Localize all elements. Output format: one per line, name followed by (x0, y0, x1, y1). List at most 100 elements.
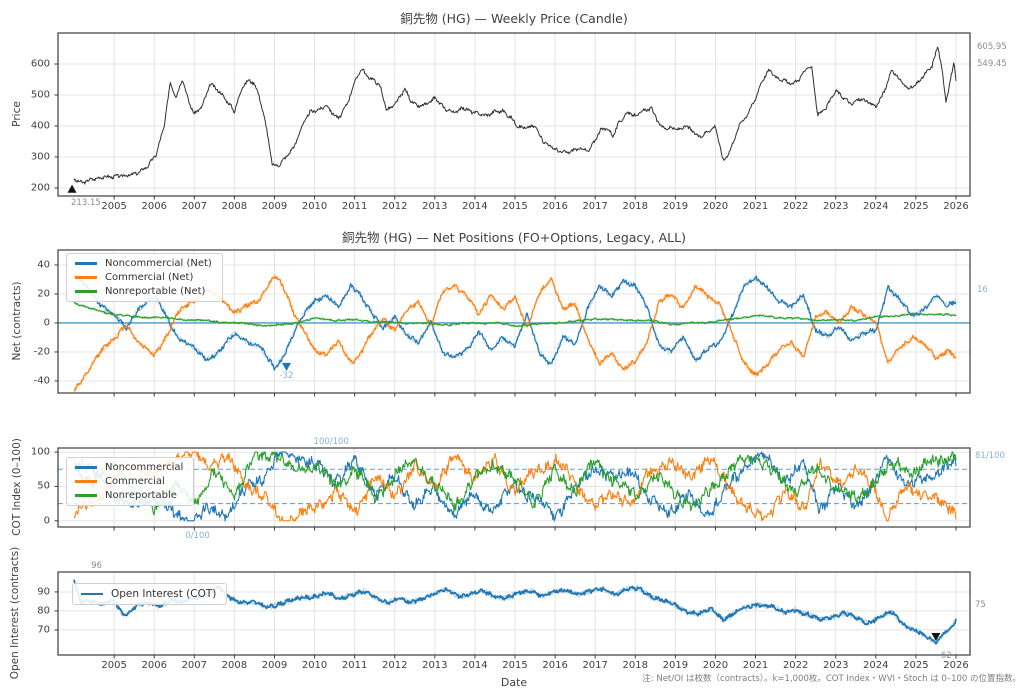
net-positions-chart-title: 銅先物 (HG) — Net Positions (FO+Options, Le… (342, 230, 686, 245)
x-tick-label: 2023 (822, 201, 849, 212)
legend-label: Noncommercial (Net) (105, 258, 212, 269)
x-tick-label: 2019 (662, 660, 689, 671)
x-tick-label: 2013 (422, 201, 448, 212)
x-tick-label: 2025 (903, 660, 929, 671)
x-tick-label: 2014 (462, 660, 488, 671)
x-tick-label: 2010 (301, 660, 328, 671)
open-interest-y-axis-label: Open Interest (contracts) (9, 546, 21, 680)
x-tick-label: 2022 (782, 660, 809, 671)
x-tick-label: 2008 (221, 660, 248, 671)
y-tick-label: 80 (37, 605, 50, 617)
x-tick-label: 2026 (943, 201, 969, 212)
y-tick-label: 400 (30, 120, 50, 132)
x-tick-label: 2012 (382, 201, 408, 212)
x-tick-label: 2007 (181, 660, 208, 671)
x-tick-label: 2008 (221, 201, 248, 212)
y-tick-label: 300 (30, 151, 50, 163)
x-tick-label: 2016 (542, 201, 568, 212)
x-tick-label: 2018 (622, 201, 648, 212)
x-tick-label: 2009 (261, 201, 288, 212)
legend-item: Nonreportable (75, 490, 183, 501)
y-tick-label: 20 (37, 288, 50, 300)
x-tick-label: 2012 (382, 660, 408, 671)
x-tick-label: 2026 (943, 660, 969, 671)
x-tick-label: 2015 (502, 660, 528, 671)
cot-index-legend: Noncommercial Commercial Nonreportable (66, 457, 195, 506)
legend-item: Noncommercial (75, 462, 183, 473)
x-tick-label: 2007 (181, 201, 208, 212)
annotation: 81/100 (975, 450, 1005, 461)
y-tick-label: -20 (33, 346, 50, 358)
x-tick-label: 2005 (101, 201, 127, 212)
y-tick-label: 500 (30, 89, 50, 101)
annotation: 75 (975, 600, 986, 611)
legend-label: Open Interest (COT) (111, 588, 217, 600)
legend-label: Nonreportable (Net) (105, 286, 206, 297)
legend-item: Nonreportable (Net) (75, 286, 212, 297)
legend-label: Nonreportable (105, 490, 177, 501)
x-tick-label: 2011 (341, 201, 368, 212)
x-tick-label: 2025 (903, 201, 929, 212)
x-tick-label: 2023 (822, 660, 849, 671)
legend-label: Commercial (Net) (105, 272, 194, 283)
y-tick-label: 50 (37, 480, 50, 492)
annotation: -32 (279, 370, 294, 381)
legend-item: Commercial (Net) (75, 272, 212, 283)
y-tick-label: 90 (37, 586, 50, 598)
x-tick-label: 2010 (301, 201, 328, 212)
x-tick-label: 2021 (742, 201, 769, 212)
legend-line-swatch (75, 466, 97, 469)
annotation: 549.45 (977, 58, 1007, 69)
x-tick-label: 2009 (261, 660, 288, 671)
annotation: 62 (940, 651, 952, 662)
legend-line-swatch (81, 592, 103, 596)
x-tick-label: 2018 (622, 660, 648, 671)
legend-label: Commercial (105, 476, 165, 487)
y-tick-label: 200 (30, 182, 50, 194)
legend-line-swatch (75, 290, 97, 293)
x-tick-label: 2019 (662, 201, 689, 212)
legend-line-swatch (75, 494, 97, 497)
x-tick-label: 2013 (422, 660, 448, 671)
annotation: 0/100 (185, 530, 210, 541)
legend-item: Commercial (75, 476, 183, 487)
x-tick-label: 2021 (742, 660, 769, 671)
x-tick-label: 2017 (582, 201, 608, 212)
net-y-axis-label: Net (contracts) (11, 281, 23, 361)
x-tick-label: 2011 (341, 660, 368, 671)
price-chart-title: 銅先物 (HG) — Weekly Price (Candle) (400, 11, 628, 26)
y-tick-label: 40 (37, 259, 50, 271)
x-tick-label: 2014 (462, 201, 488, 212)
x-tick-label: 2017 (582, 660, 608, 671)
x-tick-label: 2022 (782, 201, 809, 212)
annotation: 100/100 (313, 436, 349, 447)
x-tick-label: 2016 (542, 660, 568, 671)
y-tick-label: 0 (43, 317, 50, 329)
x-tick-label: 2005 (101, 660, 127, 671)
y-tick-label: 600 (30, 58, 50, 70)
annotation: 213.15 (71, 198, 101, 209)
footnote: 注: Net/OI は枚数（contracts）。k=1,000枚。COT In… (642, 674, 1021, 684)
y-tick-label: 100 (30, 446, 50, 458)
annotation: 96 (91, 561, 102, 572)
legend-line-swatch (75, 480, 97, 483)
price-y-axis-label: Price (11, 101, 23, 127)
y-tick-label: 70 (37, 624, 50, 636)
cot-index-y-axis-label: COT Index (0–100) (11, 438, 23, 536)
x-tick-label: 2024 (863, 660, 889, 671)
legend-line-swatch (75, 276, 97, 279)
x-tick-label: 2015 (502, 201, 528, 212)
x-tick-label: 2024 (863, 201, 889, 212)
x-tick-label: 2020 (702, 201, 729, 212)
y-tick-label: 0 (43, 515, 50, 527)
x-tick-label: 2006 (141, 201, 167, 212)
x-tick-label: 2006 (141, 660, 167, 671)
legend-item: Noncommercial (Net) (75, 258, 212, 269)
legend-line-swatch (75, 262, 97, 265)
open-interest-legend: Open Interest (COT) (72, 583, 228, 605)
x-tick-label: 2020 (702, 660, 729, 671)
legend-label: Noncommercial (105, 462, 184, 473)
y-tick-label: -40 (33, 375, 50, 387)
